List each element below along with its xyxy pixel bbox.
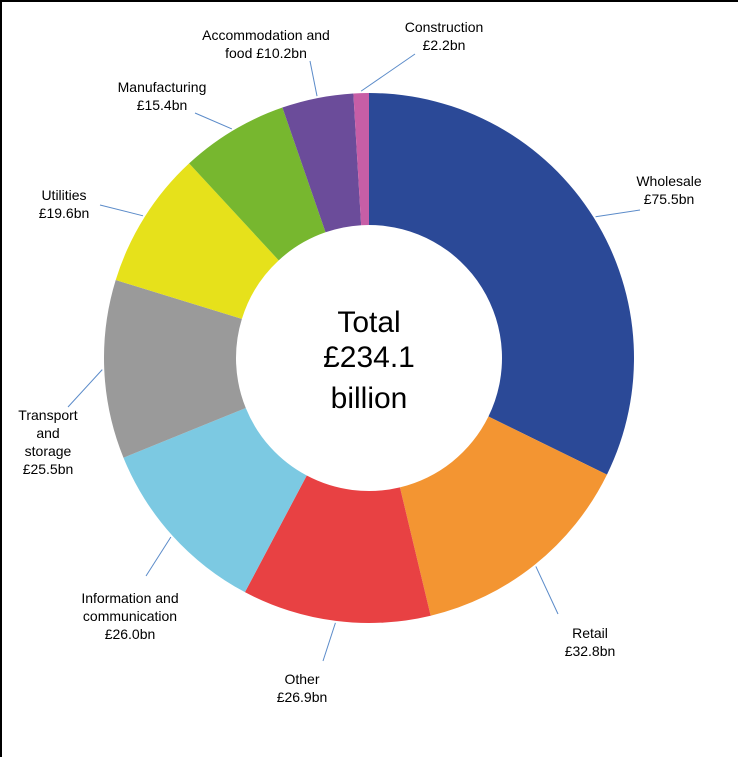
slice-accommodation-and-food	[282, 93, 362, 233]
center-total-label: Total	[337, 306, 400, 339]
slice-utilities	[115, 163, 279, 319]
leader-line-manufacturing	[194, 112, 233, 130]
slice-information-and-communication	[123, 408, 307, 593]
data-label-accommodation-and-food: Accommodation and food £10.2bn	[202, 27, 330, 61]
leader-line-other	[322, 622, 336, 662]
slice-construction	[353, 93, 369, 226]
data-label-information-and-communication: Information and communication £26.0bn	[81, 590, 178, 642]
center-total-value: £234.1	[323, 341, 415, 374]
data-label-construction: Construction £2.2bn	[405, 19, 484, 53]
data-label-utilities: Utilities £19.6bn	[39, 187, 90, 221]
leader-line-transport-and-storage	[67, 369, 103, 408]
data-label-retail: Retail £32.8bn	[565, 625, 616, 659]
data-labels: Wholesale £75.5bn Retail £32.8bn Other £26.9b…	[18, 19, 702, 705]
leader-lines	[67, 53, 641, 662]
slice-wholesale	[369, 93, 634, 475]
donut-slices	[103, 93, 634, 623]
leader-line-wholesale	[595, 209, 641, 218]
leader-line-retail	[535, 566, 559, 615]
slice-other	[244, 475, 431, 623]
slice-transport-and-storage	[103, 280, 246, 458]
slice-manufacturing	[189, 107, 326, 261]
data-label-manufacturing: Manufacturing £15.4bn	[118, 79, 207, 113]
leader-line-utilities	[99, 204, 144, 217]
leader-line-construction	[360, 53, 416, 92]
data-label-other: Other £26.9bn	[277, 671, 328, 705]
leader-line-information-and-communication	[145, 536, 172, 577]
data-label-transport-and-storage: Transport and storage £25.5bn	[18, 407, 78, 477]
center-total-unit: billion	[331, 382, 408, 415]
slice-retail	[399, 416, 607, 616]
data-label-wholesale: Wholesale £75.5bn	[636, 173, 702, 207]
leader-line-accommodation-and-food	[309, 60, 318, 97]
